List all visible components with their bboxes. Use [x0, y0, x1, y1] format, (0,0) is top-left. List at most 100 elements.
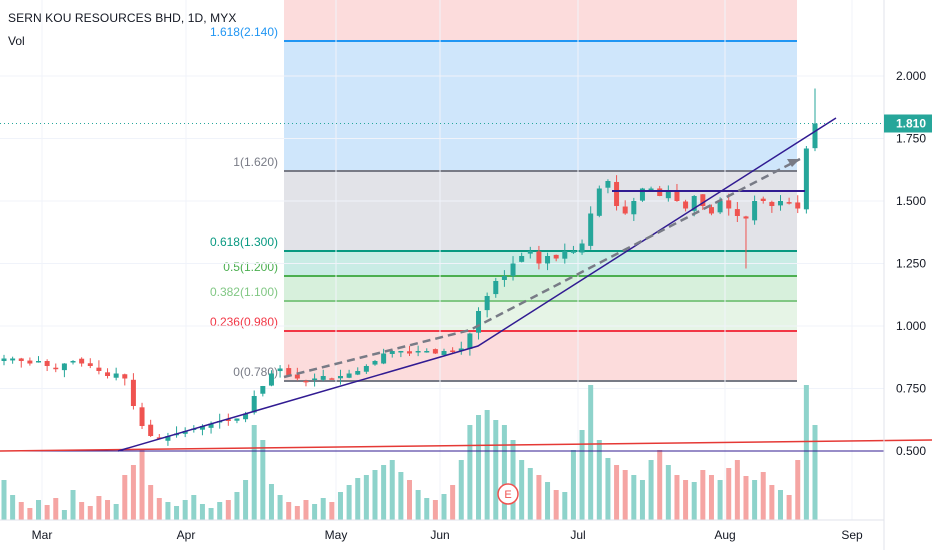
candle-body: [605, 181, 611, 188]
volume-bar: [363, 475, 369, 520]
fib-level-label: 0.5(1.200): [223, 260, 278, 274]
fibonacci-retracement: 1.618(2.140) 1(1.620) 0.618(1.300) 0.5(1.20…: [210, 0, 797, 382]
candle-body: [36, 361, 42, 363]
earnings-icon: [497, 483, 519, 505]
volume-bar: [769, 485, 775, 520]
candle-body: [225, 419, 231, 421]
candle-body: [79, 358, 85, 364]
volume-bar: [553, 490, 559, 520]
price-axis: 2.000 1.750 1.500 1.250 1.000 0.750 0.500 1.810: [883, 0, 932, 550]
volume-bar: [450, 485, 456, 520]
volume-bar: [372, 470, 378, 520]
volume-bar: [657, 450, 663, 520]
candle-body: [570, 251, 576, 253]
candle-body: [553, 254, 559, 259]
volume-label: Vol: [8, 34, 25, 48]
candle-body: [579, 243, 585, 253]
volume-bar: [208, 508, 214, 520]
candle-body: [614, 181, 620, 206]
candle-body: [113, 373, 119, 378]
volume-bar: [622, 470, 628, 520]
candle-body: [458, 348, 464, 351]
volume-bar: [61, 510, 67, 520]
volume-bar: [527, 468, 533, 520]
candle-body: [510, 263, 516, 276]
candle-body: [639, 188, 645, 201]
candle-body: [268, 373, 274, 386]
time-tick-label: Apr: [177, 528, 196, 542]
candle-body: [312, 378, 318, 381]
volume-bar: [355, 478, 361, 520]
volume-bar: [803, 385, 809, 520]
candle-body: [752, 201, 758, 221]
candle-body: [320, 376, 326, 380]
volume-bar: [243, 480, 249, 520]
volume-bar: [786, 495, 792, 520]
candle-body: [777, 201, 783, 206]
volume-bar: [10, 495, 16, 520]
candle-body: [44, 361, 50, 366]
volume-bar: [579, 430, 585, 520]
candle-body: [234, 418, 240, 421]
fib-zone: [284, 276, 797, 301]
volume-bar: [545, 482, 551, 520]
candle-body: [139, 407, 145, 426]
trend-lines: [0, 117, 932, 452]
volume-bar: [441, 494, 447, 520]
candle-body: [717, 201, 723, 213]
candle-body: [648, 188, 654, 190]
volume-bar: [795, 460, 801, 520]
volume-bar: [605, 458, 611, 520]
candle-body: [208, 423, 214, 428]
volume-bar: [683, 480, 689, 520]
candle-body: [726, 200, 732, 209]
candle-body: [70, 361, 76, 363]
last-price-label: 1.810: [896, 117, 926, 131]
time-axis: Mar Apr May Jun Jul Aug Sep: [0, 519, 884, 542]
candle-body: [734, 209, 740, 216]
time-tick-label: Aug: [714, 528, 735, 542]
candle-body: [372, 361, 378, 365]
fib-zone-top: [284, 0, 797, 41]
fib-level-label: 1.618(2.140): [210, 25, 278, 39]
candle-body: [501, 276, 507, 280]
earnings-marker: E: [497, 483, 519, 505]
volume-bar: [199, 504, 205, 520]
time-tick-label: Jul: [570, 528, 585, 542]
candle-body: [156, 437, 162, 439]
price-tick-label: 0.750: [896, 382, 926, 396]
volume-bar: [217, 502, 223, 520]
candle-body: [165, 436, 171, 441]
volume-bar: [467, 425, 473, 520]
volume-bar: [596, 440, 602, 520]
volume-bar: [458, 460, 464, 520]
volume-bar: [234, 492, 240, 520]
price-tick-label: 1.750: [896, 132, 926, 146]
volume-bar: [777, 490, 783, 520]
candle-body: [251, 396, 257, 413]
volume-bar: [493, 420, 499, 520]
volume-bar: [389, 460, 395, 520]
red-trend-line: [0, 439, 932, 452]
candle-body: [596, 188, 602, 216]
volume-bar: [277, 495, 283, 520]
candle-body: [665, 191, 671, 199]
volume-bar: [812, 425, 818, 520]
volume-bar: [36, 500, 42, 520]
volume-bar: [1, 480, 7, 520]
candle-body: [407, 351, 412, 354]
volume-bar: [639, 480, 645, 520]
volume-bar: [717, 480, 723, 520]
volume-bar: [294, 506, 300, 520]
price-tick-label: 2.000: [896, 69, 926, 83]
fib-level-label: 1(1.620): [233, 155, 278, 169]
candle-body: [631, 201, 637, 215]
volume-bar: [329, 502, 335, 520]
volume-bar: [139, 450, 145, 520]
candle-body: [708, 207, 714, 214]
volume-bar: [665, 465, 671, 520]
fib-zone: [284, 41, 797, 171]
volume-bar: [87, 506, 93, 520]
volume-bar: [79, 502, 85, 520]
